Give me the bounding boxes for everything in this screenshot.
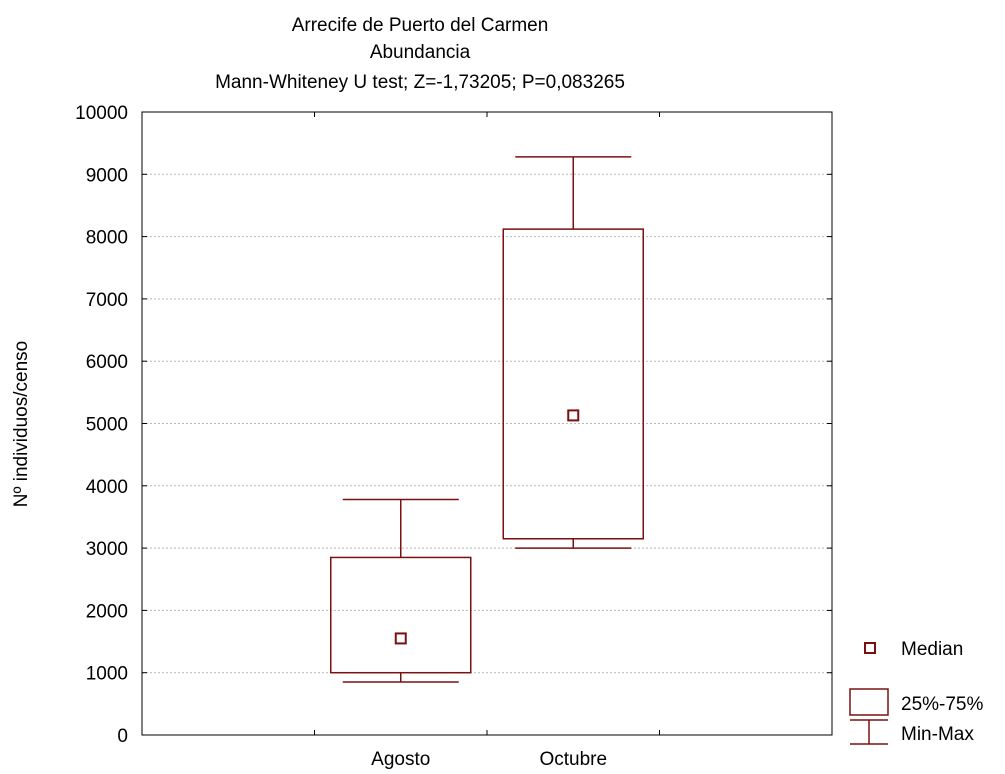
title-line-1: Arrecife de Puerto del Carmen — [292, 15, 549, 36]
y-tick-label-5000: 5000 — [86, 415, 128, 436]
legend-label-median: Median — [901, 639, 963, 660]
legend-label-whisker: Min-Max — [901, 724, 974, 745]
legend-item-box: 25%-75% — [849, 688, 983, 716]
iqr-box — [330, 556, 472, 674]
legend-item-whisker: Min-Max — [850, 719, 974, 745]
box-octubre — [502, 156, 644, 549]
y-tick-label-9000: 9000 — [86, 165, 128, 186]
y-tick-label-1000: 1000 — [86, 664, 128, 685]
y-tick-label-0: 0 — [117, 726, 128, 747]
legend-label-box: 25%-75% — [901, 694, 983, 715]
grid — [142, 173, 832, 674]
median-marker — [394, 632, 407, 645]
box-agosto — [330, 498, 472, 683]
y-axis-ticks: 0 1000 2000 3000 4000 5000 6000 7000 8000 9000 100… — [75, 103, 832, 747]
y-tick-label-2000: 2000 — [86, 601, 128, 622]
legend-item-median: Median — [864, 639, 963, 660]
x-tick-label-octubre: Octubre — [539, 749, 607, 770]
x-axis-ticks: Agosto Octubre — [314, 112, 660, 770]
y-tick-label-3000: 3000 — [86, 539, 128, 560]
legend-median-marker — [864, 642, 876, 654]
iqr-box — [502, 228, 644, 540]
legend: Median 25%-75% Min-Max — [849, 639, 983, 745]
y-tick-label-8000: 8000 — [86, 228, 128, 249]
median-marker — [567, 409, 580, 422]
y-tick-label-6000: 6000 — [86, 352, 128, 373]
legend-box-symbol — [849, 688, 889, 716]
chart-title: Arrecife de Puerto del Carmen Abundancia… — [215, 15, 625, 93]
y-tick-label-7000: 7000 — [86, 290, 128, 311]
boxes — [330, 156, 644, 683]
title-line-3: Mann-Whiteney U test; Z=-1,73205; P=0,08… — [215, 72, 625, 93]
y-tick-label-10000: 10000 — [75, 103, 128, 124]
plot-area-frame — [141, 111, 833, 736]
x-tick-label-agosto: Agosto — [371, 749, 430, 770]
title-line-2: Abundancia — [370, 42, 471, 63]
y-axis-label: Nº individuos/censo — [11, 341, 32, 507]
y-tick-label-4000: 4000 — [86, 477, 128, 498]
